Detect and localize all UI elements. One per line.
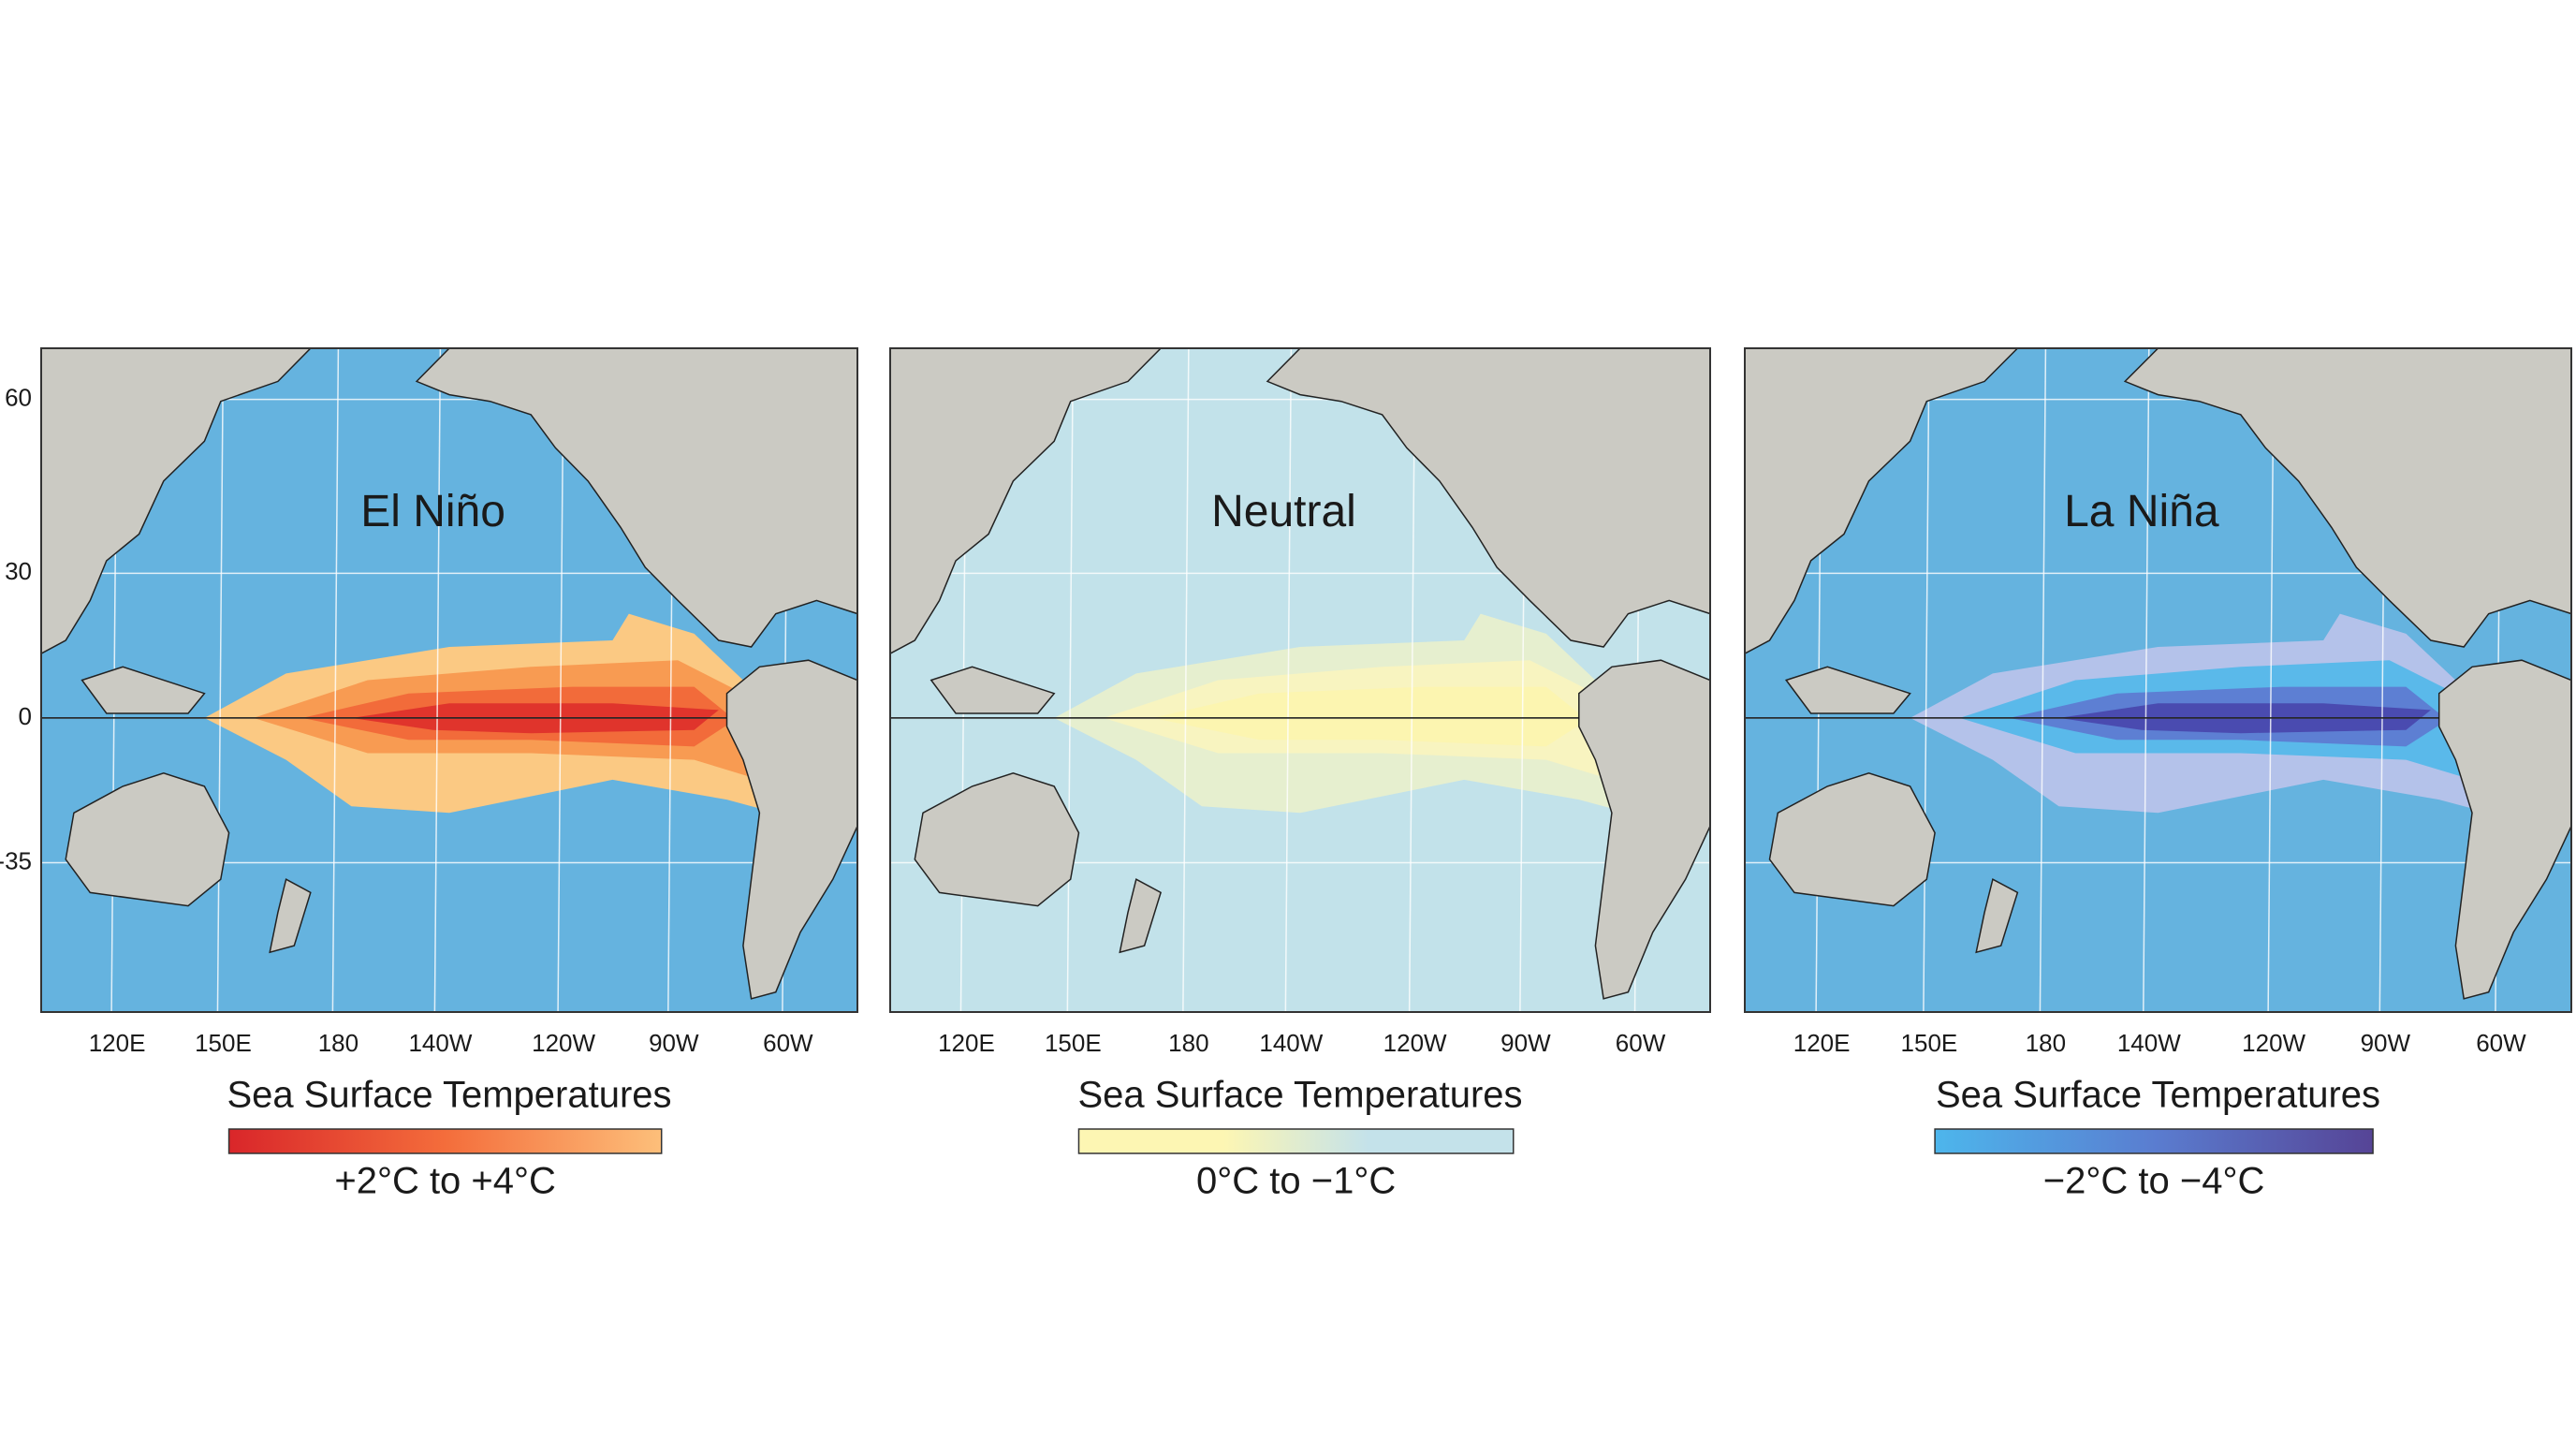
land xyxy=(2123,348,2571,648)
land xyxy=(41,348,312,654)
x-tick-label: 60W xyxy=(763,1029,813,1057)
colorbar-label: +2°C to +4°C xyxy=(334,1161,556,1202)
x-tick-label: 120W xyxy=(1383,1029,1447,1057)
map xyxy=(41,348,857,1012)
x-tick-label: 90W xyxy=(2361,1029,2411,1057)
x-tick-label: 180 xyxy=(2026,1029,2066,1057)
map-frame xyxy=(889,347,1711,1013)
y-tick-label: -35 xyxy=(0,846,32,874)
land xyxy=(914,772,1080,907)
x-tick-label: 90W xyxy=(649,1029,699,1057)
x-tick-label: 120E xyxy=(89,1029,146,1057)
land xyxy=(65,772,230,907)
map xyxy=(890,348,1710,1012)
land xyxy=(1578,659,1710,1000)
map-panel: El Niño 120E 150E 180 140W 120W 90W 60W 60 30 0 -35… xyxy=(0,347,858,1202)
map-frame xyxy=(40,347,858,1013)
x-tick-label: 120E xyxy=(938,1029,995,1057)
colorbar xyxy=(227,1128,663,1154)
x-tick-label: 120E xyxy=(1793,1029,1851,1057)
land xyxy=(415,348,857,648)
land xyxy=(2437,659,2571,1000)
x-tick-label: 180 xyxy=(1168,1029,1208,1057)
x-tick-label: 60W xyxy=(1616,1029,1666,1057)
map-panel: Neutral 120E 150E 180 140W 120W 90W 60W Sea Surf… xyxy=(889,347,1711,1202)
colorbar-title: Sea Surface Temperatures xyxy=(1936,1075,2380,1116)
grid-line xyxy=(2267,348,2275,1012)
colorbar-title: Sea Surface Temperatures xyxy=(227,1075,671,1116)
grid-line xyxy=(2039,348,2047,1012)
land xyxy=(1768,772,1936,907)
land xyxy=(929,666,1056,714)
land xyxy=(890,348,1163,654)
grid-line xyxy=(1284,348,1293,1012)
x-tick-label: 140W xyxy=(1259,1029,1323,1057)
x-tick-label: 120W xyxy=(2242,1029,2305,1057)
y-tick-label: 30 xyxy=(5,557,32,585)
x-tick-label: 90W xyxy=(1500,1029,1551,1057)
land xyxy=(725,659,857,1000)
grid-line xyxy=(433,348,442,1012)
grid-line xyxy=(216,348,225,1012)
land xyxy=(1119,878,1162,954)
x-tick-label: 150E xyxy=(1901,1029,1958,1057)
x-tick-label: 150E xyxy=(1045,1029,1102,1057)
grid-line xyxy=(557,348,564,1012)
colorbar-label: −2°C to −4°C xyxy=(2043,1161,2265,1202)
grid-line xyxy=(2143,348,2150,1012)
grid-line xyxy=(1408,348,1416,1012)
map xyxy=(1745,348,2571,1012)
colorbar xyxy=(1934,1128,2374,1154)
colorbar xyxy=(1077,1128,1515,1154)
grid-line xyxy=(1182,348,1190,1012)
x-tick-label: 180 xyxy=(318,1029,359,1057)
y-tick-label: 60 xyxy=(5,383,32,411)
land xyxy=(1745,348,2019,654)
map-title: La Niña xyxy=(2064,487,2219,536)
land xyxy=(269,878,312,954)
x-tick-label: 120W xyxy=(532,1029,595,1057)
map-panel: La Niña 120E 150E 180 140W 120W 90W 60W Sea Surf… xyxy=(1744,347,2572,1202)
grid-line xyxy=(1066,348,1075,1012)
x-tick-label: 140W xyxy=(408,1029,472,1057)
x-tick-label: 60W xyxy=(2476,1029,2526,1057)
land xyxy=(1975,878,2019,954)
map-title: El Niño xyxy=(360,487,505,536)
grid-line xyxy=(331,348,340,1012)
map-title: Neutral xyxy=(1211,487,1356,536)
land xyxy=(80,666,206,714)
x-tick-label: 150E xyxy=(195,1029,252,1057)
grid-line xyxy=(1923,348,1930,1012)
anomaly-region xyxy=(1152,686,1588,747)
y-tick-label: 0 xyxy=(19,702,32,730)
x-tick-label: 140W xyxy=(2117,1029,2181,1057)
land xyxy=(1266,348,1710,648)
land xyxy=(1784,666,1911,714)
colorbar-label: 0°C to −1°C xyxy=(1196,1161,1396,1202)
colorbar-title: Sea Surface Temperatures xyxy=(1077,1075,1522,1116)
map-frame xyxy=(1744,347,2572,1013)
